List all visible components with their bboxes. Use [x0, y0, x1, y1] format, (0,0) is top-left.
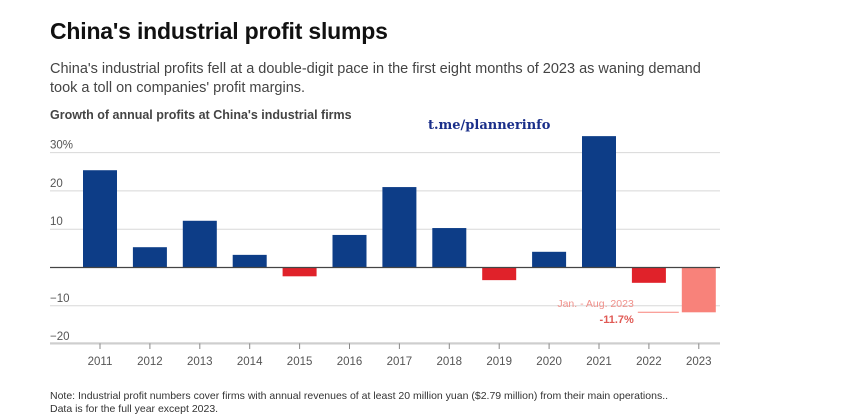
- bar-2011: [83, 170, 117, 268]
- bar-2023: [681, 267, 716, 313]
- bar-2015: [282, 267, 317, 277]
- bars: [83, 136, 716, 313]
- annotation: Jan. - Aug. 2023 -11.7%: [557, 298, 679, 326]
- bar-2014: [232, 254, 267, 268]
- bar-2020: [532, 251, 567, 268]
- y-tick-label: 10: [50, 216, 63, 228]
- watermark-text: t.me/plannerinfo: [428, 118, 551, 133]
- y-axis-labels: 30% 20 10 −10 −20: [50, 140, 73, 344]
- y-tick-label: −10: [50, 293, 70, 305]
- footnote-line-1: Note: Industrial profit numbers cover fi…: [50, 390, 669, 402]
- x-tick-label: 2016: [337, 356, 363, 368]
- x-tick-label: 2012: [137, 356, 163, 368]
- x-tick-label: 2011: [88, 356, 113, 368]
- bar-2019: [482, 267, 517, 281]
- bar-2021: [582, 136, 616, 268]
- chart-title: Growth of annual profits at China's indu…: [50, 108, 352, 122]
- x-tick-label: 2020: [536, 356, 562, 368]
- footnote-line-2: Data is for the full year except 2023.: [50, 403, 219, 415]
- y-tick-label: 20: [50, 178, 63, 190]
- x-tick-label: 2015: [287, 356, 313, 368]
- x-tick-label: 2014: [237, 356, 263, 368]
- x-tick-label: 2023: [686, 356, 712, 368]
- x-tick-label: 2022: [636, 356, 662, 368]
- footnote: Note: Industrial profit numbers cover fi…: [50, 390, 770, 416]
- x-tick-label: 2017: [387, 356, 413, 368]
- y-tick-label: 30%: [50, 140, 73, 152]
- bar-2013: [182, 220, 217, 268]
- bar-2017: [382, 187, 417, 268]
- chart-subtitle: China's industrial profits fell at a dou…: [50, 61, 701, 96]
- y-tick-label: −20: [50, 331, 70, 343]
- x-tick-label: 2013: [187, 356, 213, 368]
- bar-2012: [132, 247, 167, 268]
- x-tick-label: 2021: [586, 356, 612, 368]
- x-axis-labels: 2011 2012 2013 2014 2015 2016 2017 2018 2019 2020…: [50, 342, 720, 368]
- bar-2018: [432, 228, 467, 268]
- x-tick-label: 2019: [486, 356, 512, 368]
- annotation-value-label: -11.7%: [600, 314, 634, 326]
- bar-2022: [631, 267, 666, 283]
- bar-2016: [332, 234, 367, 268]
- annotation-period-label: Jan. - Aug. 2023: [557, 298, 634, 310]
- x-tick-label: 2018: [437, 356, 463, 368]
- chart-main-title: China's industrial profit slumps: [50, 18, 388, 44]
